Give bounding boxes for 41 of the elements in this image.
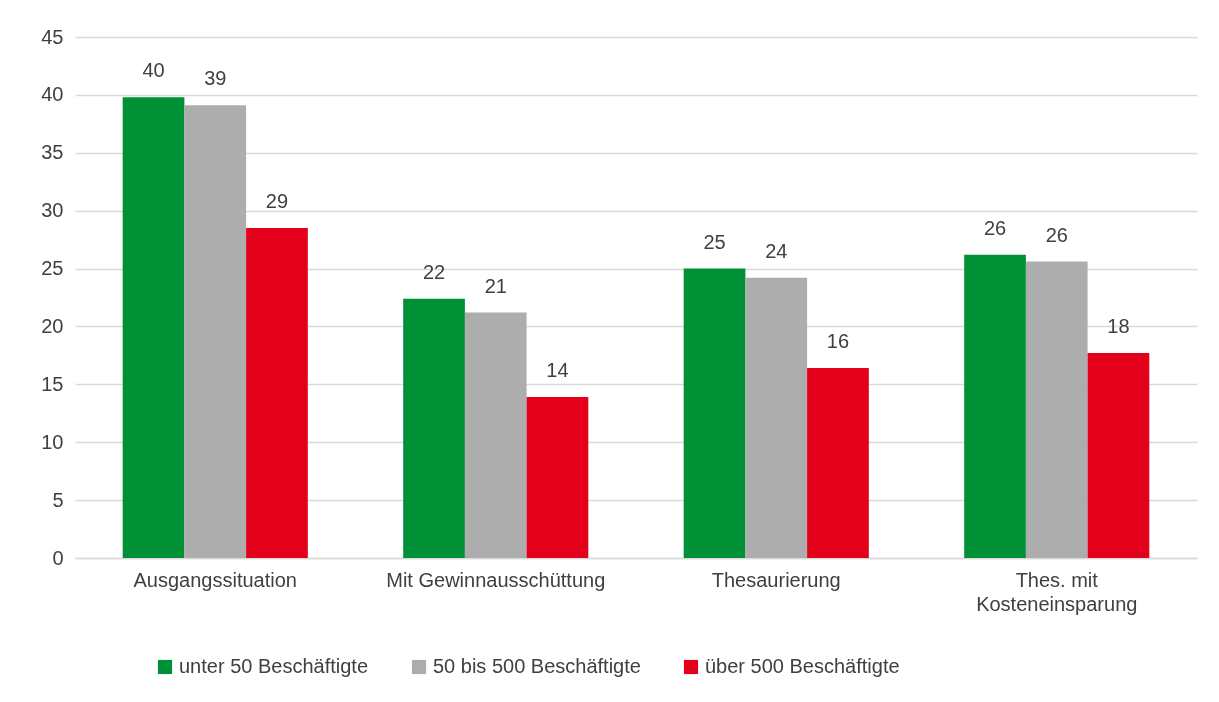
data-label: 39: [204, 67, 227, 90]
data-label: 26: [983, 216, 1007, 239]
legend-label: über 500 Beschäftigte: [705, 655, 900, 677]
bar: [1087, 353, 1150, 558]
y-tick-label: 5: [52, 488, 64, 511]
legend-label: unter 50 Beschäftigte: [179, 655, 369, 677]
y-tick-label: 25: [41, 257, 64, 280]
y-tick-label: 0: [52, 546, 64, 569]
bar: [683, 268, 746, 558]
y-tick-label: 35: [41, 141, 64, 164]
x-tick-label: Thesaurierung: [711, 568, 841, 591]
y-tick-label: 40: [41, 83, 64, 106]
bar: [1025, 261, 1088, 558]
data-label: 21: [484, 274, 507, 297]
legend-label: 50 bis 500 Beschäftigte: [433, 655, 641, 677]
x-tick-label: Thes. mit Kosteneinsparung: [976, 568, 1138, 615]
data-label: 22: [422, 260, 446, 283]
y-tick-label: 15: [41, 372, 64, 395]
x-tick-label: Mit Gewinnausschüttung: [386, 568, 606, 591]
bar: [464, 312, 527, 558]
data-label: 16: [826, 330, 850, 353]
bar: [122, 97, 185, 558]
y-tick-label: 30: [41, 199, 64, 222]
data-label: 40: [142, 59, 165, 82]
x-tick-label: Ausgangssituation: [133, 568, 297, 591]
data-label: 24: [765, 239, 788, 262]
bar: [184, 105, 247, 558]
data-label: 14: [546, 359, 569, 382]
data-label: 26: [1045, 223, 1068, 246]
data-label: 29: [265, 190, 289, 213]
y-tick-label: 45: [41, 25, 64, 48]
data-label: 18: [1107, 315, 1130, 338]
y-tick-label: 20: [41, 314, 64, 337]
bar: [403, 298, 465, 558]
bar: [807, 368, 869, 558]
bar: [745, 277, 808, 558]
bar: [246, 228, 308, 558]
data-label: 25: [703, 230, 726, 253]
bar: [526, 397, 589, 558]
bar: [964, 254, 1026, 558]
y-tick-label: 10: [41, 430, 64, 453]
